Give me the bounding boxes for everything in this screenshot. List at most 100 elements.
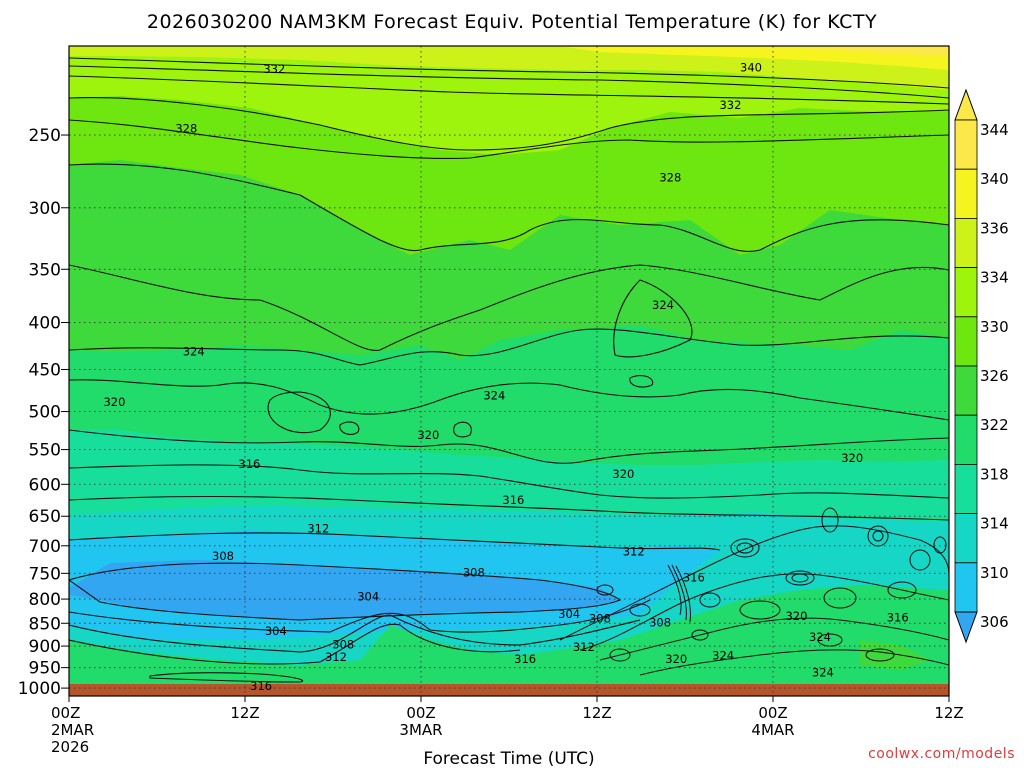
x-tick-label: 12Z xyxy=(934,704,963,722)
colorbar-tick-label: 344 xyxy=(980,121,1009,139)
colorbar-tick-label: 326 xyxy=(980,367,1009,385)
contour-label: 340 xyxy=(740,60,762,74)
x-tick-label: 00Z xyxy=(51,704,80,722)
contour-line xyxy=(887,581,917,599)
contour-label: 332 xyxy=(263,62,285,76)
contour-line xyxy=(69,599,651,633)
contour-label: 308 xyxy=(589,612,611,626)
contour-label: 312 xyxy=(325,650,347,664)
contour-label: 316 xyxy=(502,493,524,507)
contour-label: 316 xyxy=(250,679,272,693)
contour-line xyxy=(453,421,472,438)
colorbar-tick-label: 314 xyxy=(980,515,1009,533)
x-tick-label: 00Z xyxy=(758,704,787,722)
contour-line xyxy=(69,57,949,89)
surface-terrain xyxy=(69,684,949,696)
colorbar-segment xyxy=(954,119,978,170)
y-tick-label: 450 xyxy=(29,361,61,381)
y-tick-label: 700 xyxy=(29,537,61,557)
x-axis-label: Forecast Time (UTC) xyxy=(423,749,594,768)
band-lower-light xyxy=(860,640,930,670)
grid-lines xyxy=(69,46,949,696)
contour-label: 328 xyxy=(659,170,681,184)
colorbar: 344 340 336 334 330 326 322 318 314 310 306 xyxy=(954,88,1009,644)
contour-line xyxy=(69,429,949,464)
contour-line xyxy=(69,464,949,499)
contour-label: 324 xyxy=(809,630,831,644)
contour-label: 308 xyxy=(649,615,671,629)
colorbar-segment xyxy=(954,267,978,318)
y-tick-label: 800 xyxy=(29,590,61,610)
y-tick-label: 650 xyxy=(29,507,61,527)
y-tick-label: 1000 xyxy=(18,679,61,699)
contour-line xyxy=(909,549,931,571)
y-tick-label: 750 xyxy=(29,564,61,584)
contour-line xyxy=(579,573,949,651)
colorbar-segment xyxy=(954,562,978,613)
contour-line xyxy=(823,587,857,609)
colorbar-tick-label: 318 xyxy=(980,465,1009,483)
contour-line xyxy=(821,507,839,533)
contour-label: 312 xyxy=(623,544,645,558)
contour-line xyxy=(613,279,693,358)
contour-label: 320 xyxy=(612,467,634,481)
contour-line xyxy=(691,629,709,641)
contour-label: 304 xyxy=(558,607,580,621)
contour-line xyxy=(149,672,303,683)
colorbar-tick-label: 336 xyxy=(980,219,1009,237)
contour-line xyxy=(699,592,721,608)
band-orange xyxy=(760,46,949,56)
contour-line xyxy=(69,75,949,105)
contour-line xyxy=(69,496,949,521)
contour-line xyxy=(629,603,651,617)
contour-label: 332 xyxy=(719,98,741,112)
contour-label: 324 xyxy=(183,344,205,358)
contour-label: 324 xyxy=(483,388,505,402)
contour-line xyxy=(736,542,754,554)
colorbar-tick-label: 334 xyxy=(980,269,1009,287)
contour-label: 324 xyxy=(712,649,734,663)
contour-line xyxy=(639,649,949,676)
colorbar-top-arrow xyxy=(954,88,978,121)
colorbar-tick-label: 306 xyxy=(980,613,1009,631)
contour-line xyxy=(69,562,622,621)
contour-label: 312 xyxy=(573,640,595,654)
colorbar-tick-label: 322 xyxy=(980,416,1009,434)
contour-line xyxy=(785,570,815,586)
colorbar-segment xyxy=(954,365,978,416)
contour-line xyxy=(69,97,949,151)
contour-label: 320 xyxy=(103,395,125,409)
band-lime xyxy=(69,46,949,90)
contour-line xyxy=(667,564,691,623)
contour-labels: 332 3403323283283243243243203203203203163… xyxy=(103,60,908,693)
contour-line xyxy=(69,163,949,252)
contour-line xyxy=(865,648,895,662)
contour-line xyxy=(559,525,949,641)
contour-line xyxy=(69,614,641,653)
colorbar-segment xyxy=(954,168,978,219)
colorbar-tick-label: 310 xyxy=(980,564,1009,582)
colorbar-tick-label: 340 xyxy=(980,170,1009,188)
y-tick-label: 950 xyxy=(29,659,61,679)
x-tick-label: 12Z xyxy=(582,704,611,722)
contour-line xyxy=(69,264,949,351)
x-tick-label: 3MAR xyxy=(399,721,442,739)
x-tick-label: 2MAR xyxy=(51,721,94,739)
convective-contours xyxy=(559,507,949,676)
contour-line xyxy=(69,379,949,421)
contour-label: 328 xyxy=(175,122,197,136)
y-tick-label: 900 xyxy=(29,637,61,657)
contour-line xyxy=(69,65,949,99)
contour-label: 304 xyxy=(265,624,287,638)
y-tick-label: 250 xyxy=(29,126,61,146)
colorbar-segment xyxy=(954,414,978,465)
plot-frame xyxy=(68,45,950,697)
contour-line xyxy=(867,525,889,547)
contour-label: 320 xyxy=(841,451,863,465)
contour-label: 308 xyxy=(332,638,354,652)
band-blue xyxy=(69,560,620,620)
x-tick-label: 12Z xyxy=(230,704,259,722)
y-tick-label: 550 xyxy=(29,441,61,461)
